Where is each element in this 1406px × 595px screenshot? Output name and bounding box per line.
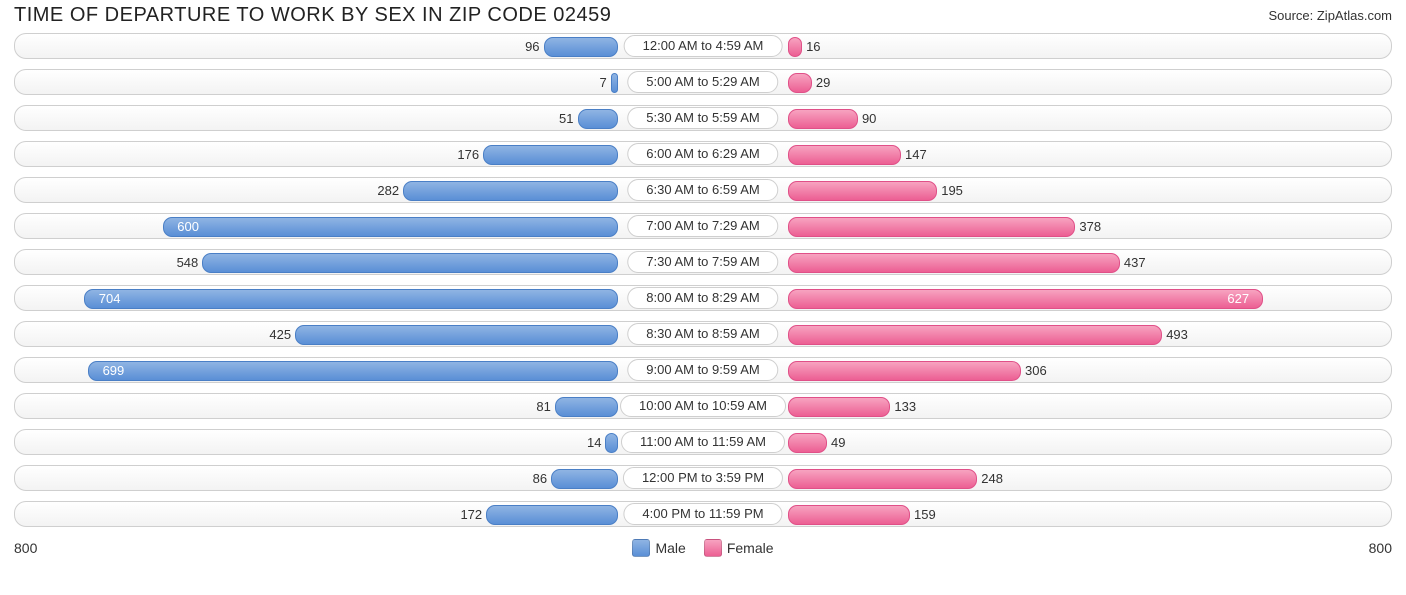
butterfly-chart: 12:00 AM to 4:59 AM 96 16 5:00 AM to 5:29 A…: [0, 33, 1406, 527]
time-range-label: 7:30 AM to 7:59 AM: [627, 251, 778, 273]
female-bar: [788, 469, 977, 489]
male-bar: [403, 181, 618, 201]
chart-row: 6:30 AM to 6:59 AM 282 195: [14, 177, 1392, 203]
time-range-label: 4:00 PM to 11:59 PM: [623, 503, 782, 525]
female-value: 627: [1227, 286, 1249, 310]
time-range-label: 6:30 AM to 6:59 AM: [627, 179, 778, 201]
female-value: 49: [831, 430, 845, 454]
male-bar: [84, 289, 618, 309]
time-range-label: 12:00 AM to 4:59 AM: [624, 35, 783, 57]
chart-row: 12:00 PM to 3:59 PM 86 248: [14, 465, 1392, 491]
chart-row: 7:00 AM to 7:29 AM 600 378: [14, 213, 1392, 239]
male-value: 96: [525, 34, 539, 58]
male-bar: [551, 469, 618, 489]
female-value: 90: [862, 106, 876, 130]
time-range-label: 10:00 AM to 10:59 AM: [620, 395, 786, 417]
chart-source: Source: ZipAtlas.com: [1268, 8, 1392, 23]
time-range-label: 5:00 AM to 5:29 AM: [627, 71, 778, 93]
female-bar: [788, 145, 901, 165]
chart-row: 11:00 AM to 11:59 AM 14 49: [14, 429, 1392, 455]
female-value: 195: [941, 178, 963, 202]
time-range-label: 7:00 AM to 7:29 AM: [627, 215, 778, 237]
male-bar: [555, 397, 618, 417]
male-bar: [295, 325, 618, 345]
chart-row: 6:00 AM to 6:29 AM 176 147: [14, 141, 1392, 167]
female-value: 159: [914, 502, 936, 526]
female-bar: [788, 109, 858, 129]
male-value: 7: [599, 70, 606, 94]
male-bar: [88, 361, 618, 381]
male-value: 282: [377, 178, 399, 202]
legend-male: Male: [632, 539, 685, 557]
male-bar: [578, 109, 619, 129]
axis-right-max: 800: [1369, 540, 1392, 556]
female-bar: [788, 505, 910, 525]
male-bar: [483, 145, 618, 165]
chart-row: 5:00 AM to 5:29 AM 7 29: [14, 69, 1392, 95]
time-range-label: 11:00 AM to 11:59 AM: [621, 431, 785, 453]
time-range-label: 8:00 AM to 8:29 AM: [627, 287, 778, 309]
female-bar: [788, 73, 812, 93]
male-bar: [611, 73, 618, 93]
female-bar: [788, 37, 802, 57]
male-value: 14: [587, 430, 601, 454]
male-value: 172: [460, 502, 482, 526]
male-value: 600: [177, 214, 199, 238]
time-range-label: 6:00 AM to 6:29 AM: [627, 143, 778, 165]
male-value: 51: [559, 106, 573, 130]
chart-footer: 800 Male Female 800: [0, 537, 1406, 565]
chart-row: 10:00 AM to 10:59 AM 81 133: [14, 393, 1392, 419]
time-range-label: 8:30 AM to 8:59 AM: [627, 323, 778, 345]
female-value: 437: [1124, 250, 1146, 274]
female-value: 306: [1025, 358, 1047, 382]
female-bar: [788, 433, 827, 453]
chart-row: 12:00 AM to 4:59 AM 96 16: [14, 33, 1392, 59]
female-swatch-icon: [704, 539, 722, 557]
female-value: 147: [905, 142, 927, 166]
time-range-label: 9:00 AM to 9:59 AM: [627, 359, 778, 381]
female-bar: [788, 325, 1162, 345]
female-value: 133: [894, 394, 916, 418]
chart-row: 8:30 AM to 8:59 AM 425 493: [14, 321, 1392, 347]
legend-female-label: Female: [727, 540, 774, 556]
male-bar: [486, 505, 618, 525]
female-bar: [788, 361, 1021, 381]
male-bar: [163, 217, 618, 237]
female-value: 248: [981, 466, 1003, 490]
male-bar: [605, 433, 618, 453]
female-bar: [788, 253, 1120, 273]
female-bar: [788, 181, 937, 201]
female-bar: [788, 217, 1075, 237]
axis-left-max: 800: [14, 540, 37, 556]
female-value: 378: [1079, 214, 1101, 238]
male-value: 176: [457, 142, 479, 166]
chart-row: 5:30 AM to 5:59 AM 51 90: [14, 105, 1392, 131]
female-value: 16: [806, 34, 820, 58]
female-value: 493: [1166, 322, 1188, 346]
male-bar: [544, 37, 618, 57]
chart-title: TIME OF DEPARTURE TO WORK BY SEX IN ZIP …: [14, 4, 611, 27]
male-value: 699: [103, 358, 125, 382]
male-value: 81: [536, 394, 550, 418]
female-bar: [788, 289, 1263, 309]
legend-female: Female: [704, 539, 774, 557]
chart-header: TIME OF DEPARTURE TO WORK BY SEX IN ZIP …: [0, 0, 1406, 33]
chart-row: 7:30 AM to 7:59 AM 548 437: [14, 249, 1392, 275]
female-value: 29: [816, 70, 830, 94]
legend: Male Female: [632, 539, 773, 557]
time-range-label: 12:00 PM to 3:59 PM: [623, 467, 783, 489]
male-value: 86: [533, 466, 547, 490]
male-value: 425: [269, 322, 291, 346]
chart-row: 9:00 AM to 9:59 AM 699 306: [14, 357, 1392, 383]
female-bar: [788, 397, 890, 417]
legend-male-label: Male: [655, 540, 685, 556]
time-range-label: 5:30 AM to 5:59 AM: [627, 107, 778, 129]
male-value: 548: [177, 250, 199, 274]
chart-row: 8:00 AM to 8:29 AM 704 627: [14, 285, 1392, 311]
chart-row: 4:00 PM to 11:59 PM 172 159: [14, 501, 1392, 527]
male-value: 704: [99, 286, 121, 310]
male-swatch-icon: [632, 539, 650, 557]
male-bar: [202, 253, 618, 273]
